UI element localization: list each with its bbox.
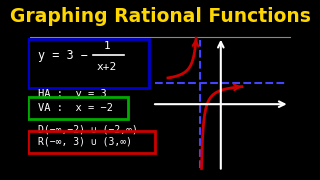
Text: 1: 1 — [104, 41, 110, 51]
Text: y = 3 −: y = 3 − — [38, 49, 88, 62]
Text: Graphing Rational Functions: Graphing Rational Functions — [10, 7, 310, 26]
Text: D(−∞,−2) ∪ (−2,∞): D(−∞,−2) ∪ (−2,∞) — [38, 125, 138, 135]
Text: HA :  y = 3: HA : y = 3 — [38, 89, 107, 99]
Text: x+2: x+2 — [97, 62, 117, 72]
Text: R(−∞, 3) ∪ (3,∞): R(−∞, 3) ∪ (3,∞) — [38, 137, 132, 147]
Text: VA :  x = −2: VA : x = −2 — [38, 103, 113, 113]
